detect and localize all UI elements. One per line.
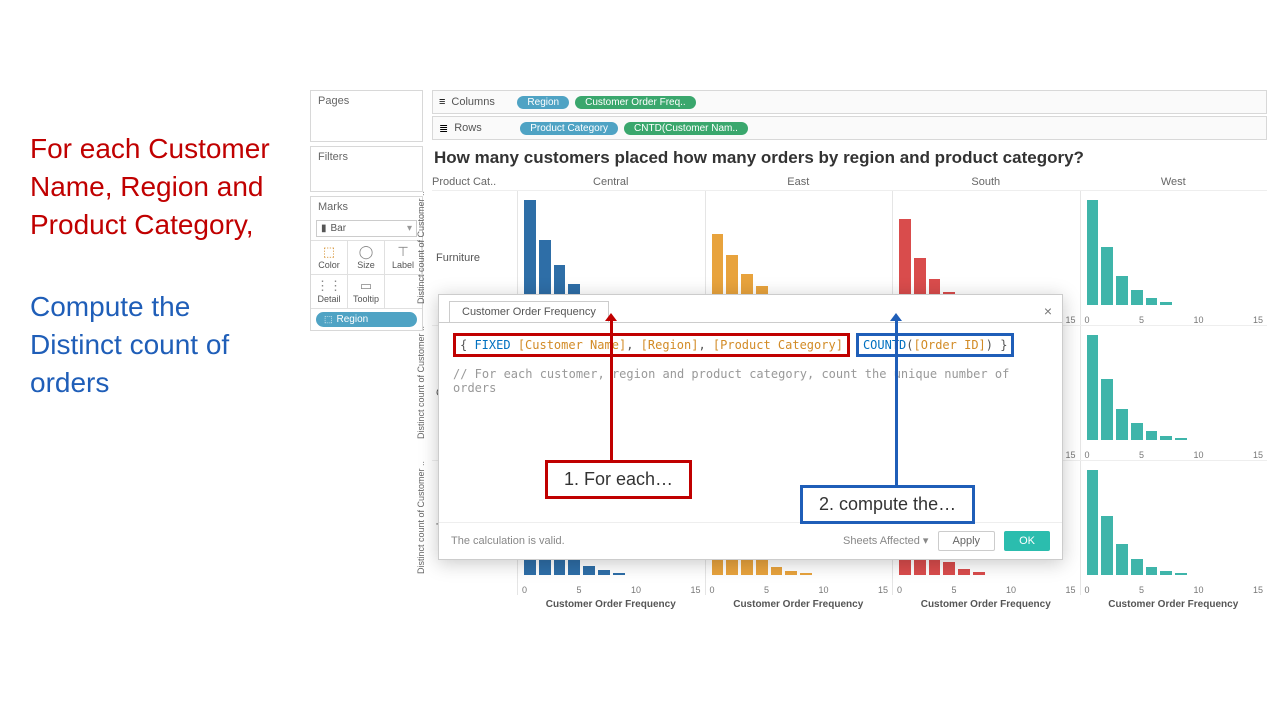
bar-icon: ▮: [321, 223, 327, 234]
bar[interactable]: [1116, 544, 1128, 576]
callout-compute: 2. compute the…: [800, 485, 975, 524]
bar[interactable]: [756, 560, 768, 575]
callout-for-each: 1. For each…: [545, 460, 692, 499]
bar[interactable]: [1175, 573, 1187, 575]
bar[interactable]: [1175, 438, 1187, 440]
sheets-affected-button[interactable]: Sheets Affected ▾: [843, 535, 928, 547]
bar[interactable]: [958, 569, 970, 575]
bar[interactable]: [1146, 298, 1158, 305]
bar[interactable]: [1116, 276, 1128, 305]
bar[interactable]: [1087, 470, 1099, 575]
bar[interactable]: [1131, 423, 1143, 440]
bar[interactable]: [785, 571, 797, 575]
columns-shelf[interactable]: ≡ Columns Region Customer Order Freq..: [432, 90, 1267, 114]
apply-button[interactable]: Apply: [938, 531, 996, 551]
close-icon[interactable]: ×: [1044, 303, 1052, 319]
mark-type-selector[interactable]: ▮Bar▾: [316, 220, 417, 237]
bar[interactable]: [800, 573, 812, 575]
marks-icons: ⬚Color ◯Size ⊤Label ⋮⋮Detail ▭Tooltip: [311, 240, 422, 309]
bar[interactable]: [1116, 409, 1128, 441]
bar[interactable]: [1131, 559, 1143, 575]
bar[interactable]: [568, 558, 580, 575]
ok-button[interactable]: OK: [1004, 531, 1050, 551]
bar[interactable]: [1131, 290, 1143, 305]
marks-card: Marks ▮Bar▾ ⬚Color ◯Size ⊤Label ⋮⋮Detail…: [310, 196, 423, 331]
bar[interactable]: [1160, 571, 1172, 575]
calc-field-name-tab[interactable]: Customer Order Frequency: [449, 301, 609, 322]
pages-shelf[interactable]: Pages: [310, 90, 423, 142]
bar[interactable]: [943, 562, 955, 575]
pill-region[interactable]: Region: [517, 96, 569, 109]
size-button[interactable]: ◯Size: [348, 241, 385, 275]
fixed-clause-box: { FIXED [Customer Name], [Region], [Prod…: [453, 333, 850, 357]
bar[interactable]: [973, 572, 985, 575]
bar[interactable]: [1160, 436, 1172, 440]
tooltip-button[interactable]: ▭Tooltip: [348, 275, 385, 309]
bar[interactable]: [1101, 379, 1113, 440]
annotation-red: For each Customer Name, Region and Produ…: [30, 130, 285, 243]
shelves: ≡ Columns Region Customer Order Freq.. ≣…: [432, 90, 1267, 142]
bar[interactable]: [1087, 200, 1099, 305]
pill-cntd-customer[interactable]: CNTD(Customer Nam..: [624, 122, 748, 135]
bar[interactable]: [1146, 431, 1158, 440]
bar[interactable]: [598, 570, 610, 575]
detail-button[interactable]: ⋮⋮Detail: [311, 275, 348, 309]
region-headers: Product Cat.. Central East South West: [432, 174, 1267, 190]
rows-shelf[interactable]: ≣ Rows Product Category CNTD(Customer Na…: [432, 116, 1267, 140]
pill-customer-order-freq[interactable]: Customer Order Freq..: [575, 96, 696, 109]
filters-shelf[interactable]: Filters: [310, 146, 423, 192]
bar[interactable]: [1101, 516, 1113, 575]
color-region-pill[interactable]: ⬚Region: [316, 312, 417, 327]
color-button[interactable]: ⬚Color: [311, 241, 348, 275]
arrow-blue: [895, 320, 898, 485]
bar[interactable]: [1160, 302, 1172, 305]
bar[interactable]: [524, 200, 536, 305]
pill-product-category[interactable]: Product Category: [520, 122, 618, 135]
bar[interactable]: [899, 219, 911, 305]
bar[interactable]: [1146, 567, 1158, 575]
bar[interactable]: [1101, 247, 1113, 305]
countd-clause-box: COUNTD([Order ID]) }: [856, 333, 1015, 357]
annotation-text: For each Customer Name, Region and Produ…: [30, 130, 285, 402]
bar[interactable]: [613, 573, 625, 575]
bar[interactable]: [583, 566, 595, 575]
annotation-blue: Compute the Distinct count of orders: [30, 288, 285, 401]
calc-valid-text: The calculation is valid.: [451, 535, 565, 547]
arrow-red: [610, 320, 613, 460]
columns-icon: ≡: [439, 96, 445, 108]
rows-icon: ≣: [439, 122, 448, 135]
bar[interactable]: [1087, 335, 1099, 440]
bar[interactable]: [771, 567, 783, 575]
tableau-workspace: Pages Filters Marks ▮Bar▾ ⬚Color ◯Size ⊤…: [310, 90, 1265, 705]
viz-title[interactable]: How many customers placed how many order…: [432, 144, 1267, 174]
